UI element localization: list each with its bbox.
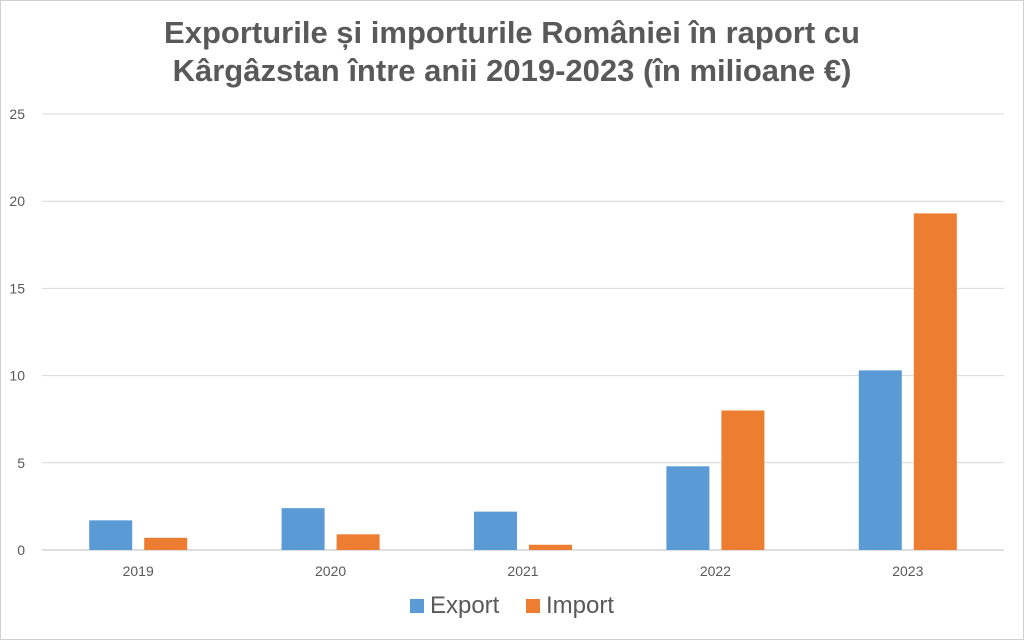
y-tick-label: 20 bbox=[9, 193, 25, 209]
x-tick-label: 2019 bbox=[123, 563, 154, 579]
x-tick-label: 2023 bbox=[892, 563, 923, 579]
bar-export-2022 bbox=[666, 466, 710, 550]
legend-item-import: Import bbox=[526, 592, 614, 620]
bar-export-2020 bbox=[281, 508, 325, 550]
y-tick-label: 10 bbox=[9, 368, 25, 384]
legend: Export Import bbox=[0, 592, 1024, 620]
x-tick-label: 2022 bbox=[700, 563, 731, 579]
legend-label-export: Export bbox=[429, 592, 500, 619]
bar-export-2019 bbox=[89, 520, 133, 550]
y-tick-label: 15 bbox=[9, 280, 25, 296]
legend-label-import: Import bbox=[546, 592, 615, 619]
x-tick-label: 2020 bbox=[315, 563, 346, 579]
x-axis-ticks: 2019 2020 2021 2022 2023 bbox=[123, 563, 924, 579]
y-axis-ticks: 0 5 10 15 20 25 bbox=[9, 106, 25, 558]
gridlines bbox=[42, 113, 1004, 551]
y-tick-label: 25 bbox=[9, 106, 25, 122]
bar-export-2023 bbox=[858, 370, 902, 550]
bars bbox=[89, 213, 957, 550]
chart-title-line-1: Exporturile și importurile României în r… bbox=[164, 15, 860, 50]
legend-swatch-export bbox=[409, 599, 424, 613]
y-tick-label: 5 bbox=[17, 455, 25, 471]
legend-item-export: Export bbox=[409, 592, 500, 620]
bar-import-2019 bbox=[144, 537, 188, 550]
legend-swatch-import bbox=[526, 599, 541, 613]
chart-title-line-2: Kârgâzstan între anii 2019-2023 (în mili… bbox=[172, 53, 852, 88]
x-tick-label: 2021 bbox=[507, 563, 538, 579]
bar-import-2023 bbox=[913, 213, 957, 550]
bar-import-2020 bbox=[336, 534, 380, 550]
bar-export-2021 bbox=[474, 511, 517, 550]
bar-import-2022 bbox=[721, 410, 765, 550]
bar-import-2021 bbox=[529, 544, 572, 550]
chart-title: Exporturile și importurile României în r… bbox=[0, 14, 1024, 90]
y-tick-label: 0 bbox=[17, 542, 25, 558]
